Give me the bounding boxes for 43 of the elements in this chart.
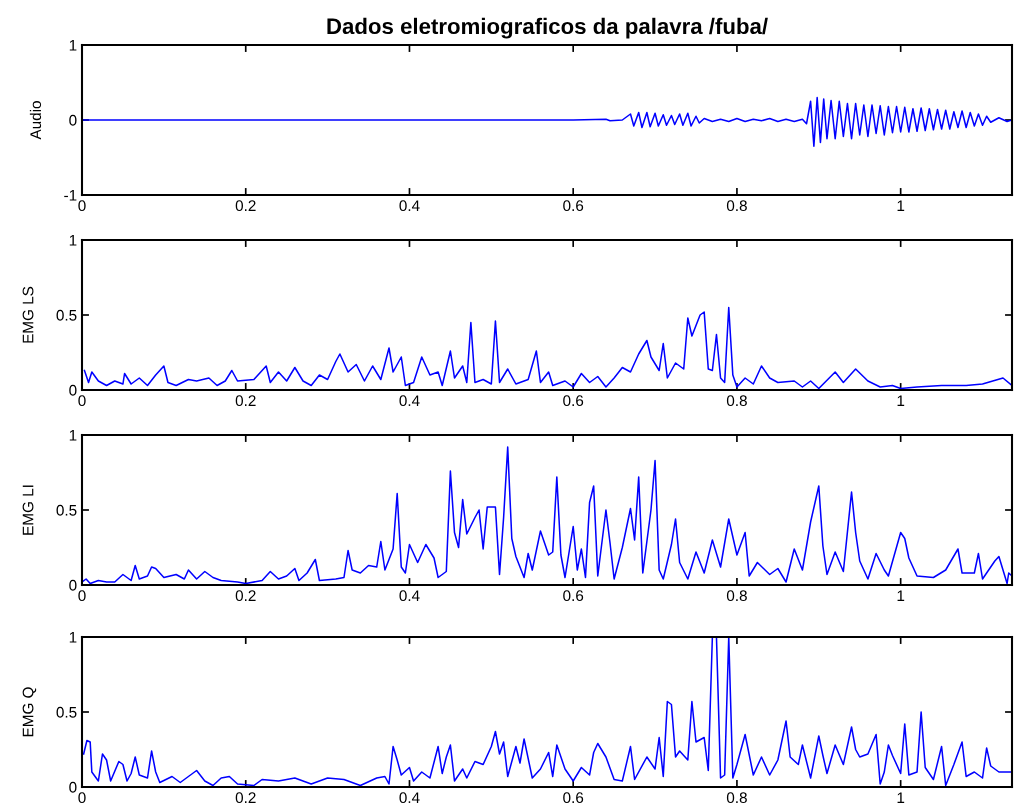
y-axis-title: EMG Q	[22, 687, 37, 737]
chart-title: Dados eletromiograficos da palavra /fuba/	[327, 17, 768, 39]
x-tick-label: 0	[78, 792, 86, 804]
y-axis-title: EMG LS	[22, 286, 34, 343]
x-tick-label: 0.4	[399, 200, 420, 212]
line-series	[82, 637, 1012, 787]
x-tick-label: 1	[897, 590, 905, 601]
x-tick-label: 0.8	[726, 590, 747, 602]
x-tick-label: 0.4	[399, 395, 420, 407]
x-tick-label: 0	[78, 200, 86, 212]
x-tick-label: 0	[78, 590, 86, 602]
x-tick-label: 0.6	[563, 792, 584, 804]
x-tick-label: 1	[897, 395, 905, 406]
y-axis-title: Audio	[29, 101, 42, 140]
y-tick-label: 1	[69, 632, 77, 643]
x-tick-label: 0.2	[235, 200, 256, 212]
x-tick-label: 1	[897, 200, 905, 211]
y-axis-title: EMG LI	[22, 485, 34, 535]
y-tick-label: 0	[69, 781, 77, 793]
y-tick-label: -1	[64, 190, 77, 201]
y-tick-label: 1	[69, 235, 77, 246]
x-tick-label: 1	[897, 792, 905, 803]
x-tick-label: 0.2	[235, 590, 256, 602]
line-series	[82, 96, 1012, 148]
y-tick-label: 0	[69, 384, 77, 396]
x-tick-label: 0.8	[726, 200, 747, 212]
x-tick-label: 0.4	[399, 590, 420, 602]
y-tick-label: 1	[69, 430, 77, 441]
x-tick-label: 0.8	[726, 395, 747, 407]
x-tick-label: 0.2	[235, 792, 256, 804]
x-tick-label: 0.6	[563, 395, 584, 407]
x-tick-label: 0.8	[726, 792, 747, 804]
y-tick-label: 1	[69, 40, 77, 51]
y-tick-label: 0.5	[56, 706, 77, 718]
x-tick-label: 0.2	[235, 395, 256, 407]
x-tick-label: 0.6	[563, 590, 584, 602]
y-tick-label: 0	[69, 579, 77, 591]
y-tick-label: 0	[69, 114, 77, 126]
x-tick-label: 0	[78, 395, 86, 407]
x-tick-label: 0.6	[563, 200, 584, 212]
x-tick-label: 0.4	[399, 792, 420, 804]
y-tick-label: 0.5	[56, 309, 77, 321]
y-tick-label: 0.5	[56, 504, 77, 516]
